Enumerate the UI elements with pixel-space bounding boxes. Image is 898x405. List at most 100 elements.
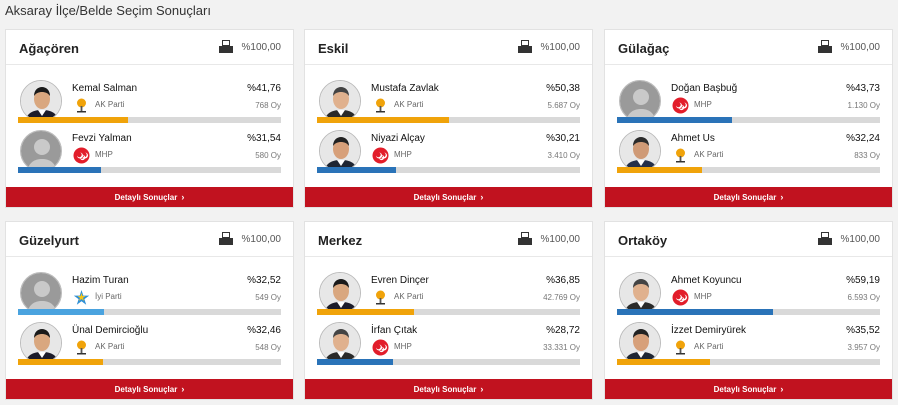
counted-percentage: %100,00: [241, 234, 281, 245]
vote-progress-fill: [317, 167, 397, 173]
party-name: MHP: [95, 150, 113, 159]
ballot-box-icon: [818, 232, 832, 245]
chevron-right-icon: ›: [780, 384, 784, 394]
candidate-avatar: [20, 322, 62, 364]
candidate-avatar: [20, 272, 62, 314]
candidate-row: Ünal Demircioğlu AK Parti %32,46 548 Oy: [6, 318, 293, 368]
chevron-right-icon: ›: [780, 192, 784, 202]
vote-percentage: %32,52: [247, 275, 281, 286]
candidate-name: Ahmet Us: [671, 133, 715, 144]
counted-percentage: %100,00: [840, 42, 880, 53]
candidate-avatar: [619, 130, 661, 172]
ballot-box-icon: [219, 40, 233, 53]
candidate-avatar: [20, 130, 62, 172]
district-name: Gülağaç: [618, 41, 670, 56]
card-header: Ortaköy %100,00: [605, 222, 892, 257]
candidate-row: Fevzi Yalman MHP %31,54 580 Oy: [6, 126, 293, 176]
vote-count: 33.331 Oy: [543, 343, 580, 352]
candidate-avatar: [619, 80, 661, 122]
party-name: MHP: [694, 100, 712, 109]
vote-progress-bar: [317, 117, 580, 123]
candidate-name: Ünal Demircioğlu: [72, 325, 149, 336]
candidate-name: Ahmet Koyuncu: [671, 275, 742, 286]
candidate-name: Fevzi Yalman: [72, 133, 132, 144]
vote-count: 833 Oy: [854, 151, 880, 160]
vote-count: 42.769 Oy: [543, 293, 580, 302]
candidate-name: Doğan Başbuğ: [671, 83, 738, 94]
party-name: AK Parti: [694, 150, 724, 159]
vote-percentage: %50,38: [546, 83, 580, 94]
detailed-results-button[interactable]: Detaylı Sonuçlar ›: [305, 187, 592, 207]
candidate-row: Kemal Salman AK Parti %41,76 768 Oy: [6, 76, 293, 126]
party-logo-icon: [672, 289, 689, 306]
detailed-results-button[interactable]: Detaylı Sonuçlar ›: [605, 187, 892, 207]
vote-percentage: %59,19: [846, 275, 880, 286]
candidate-row: İrfan Çıtak MHP %28,72 33.331 Oy: [305, 318, 592, 368]
candidate-row: İzzet Demiryürek AK Parti %35,52 3.957 O…: [605, 318, 892, 368]
candidate-row: Ahmet Us AK Parti %32,24 833 Oy: [605, 126, 892, 176]
vote-progress-fill: [18, 359, 104, 365]
candidate-name: Kemal Salman: [72, 83, 138, 94]
vote-progress-fill: [317, 117, 450, 123]
candidate-row: Mustafa Zavlak AK Parti %50,38 5.687 Oy: [305, 76, 592, 126]
vote-progress-bar: [617, 167, 880, 173]
district-name: Ağaçören: [19, 41, 79, 56]
vote-progress-bar: [18, 359, 281, 365]
party-logo-icon: [372, 339, 389, 356]
party-name: AK Parti: [394, 292, 424, 301]
vote-progress-bar: [617, 309, 880, 315]
detailed-results-label: Detaylı Sonuçlar: [713, 385, 777, 394]
candidate-row: Hazim Turan İyi Parti %32,52 549 Oy: [6, 268, 293, 318]
counted-percentage: %100,00: [540, 42, 580, 53]
party-name: MHP: [394, 342, 412, 351]
candidate-row: Niyazi Alçay MHP %30,21 3.410 Oy: [305, 126, 592, 176]
vote-percentage: %35,52: [846, 325, 880, 336]
vote-percentage: %32,24: [846, 133, 880, 144]
chevron-right-icon: ›: [181, 192, 185, 202]
card-header: Güzelyurt %100,00: [6, 222, 293, 257]
candidate-avatar: [319, 130, 361, 172]
card-header: Eskil %100,00: [305, 30, 592, 65]
party-logo-icon: [73, 97, 90, 114]
vote-percentage: %36,85: [546, 275, 580, 286]
district-card: Ağaçören %100,00 Kemal Salman AK Parti %…: [5, 29, 294, 208]
vote-progress-fill: [317, 359, 393, 365]
counted-percentage: %100,00: [840, 234, 880, 245]
detailed-results-label: Detaylı Sonuçlar: [114, 193, 178, 202]
candidate-name: Hazim Turan: [72, 275, 129, 286]
chevron-right-icon: ›: [480, 192, 484, 202]
candidate-avatar: [319, 322, 361, 364]
vote-count: 580 Oy: [255, 151, 281, 160]
vote-percentage: %43,73: [846, 83, 880, 94]
vote-progress-fill: [317, 309, 414, 315]
party-logo-icon: [672, 339, 689, 356]
candidate-name: Mustafa Zavlak: [371, 83, 439, 94]
vote-progress-bar: [18, 117, 281, 123]
vote-percentage: %30,21: [546, 133, 580, 144]
vote-progress-fill: [18, 309, 104, 315]
card-header: Gülağaç %100,00: [605, 30, 892, 65]
detailed-results-button[interactable]: Detaylı Sonuçlar ›: [605, 379, 892, 399]
vote-progress-fill: [617, 117, 732, 123]
party-name: AK Parti: [95, 342, 125, 351]
district-name: Güzelyurt: [19, 233, 79, 248]
detailed-results-button[interactable]: Detaylı Sonuçlar ›: [6, 187, 293, 207]
vote-count: 768 Oy: [255, 101, 281, 110]
vote-percentage: %31,54: [247, 133, 281, 144]
party-name: AK Parti: [95, 100, 125, 109]
party-logo-icon: [73, 147, 90, 164]
vote-percentage: %32,46: [247, 325, 281, 336]
detailed-results-button[interactable]: Detaylı Sonuçlar ›: [6, 379, 293, 399]
party-name: MHP: [394, 150, 412, 159]
district-name: Merkez: [318, 233, 363, 248]
detailed-results-label: Detaylı Sonuçlar: [413, 193, 477, 202]
vote-count: 1.130 Oy: [847, 101, 880, 110]
vote-count: 549 Oy: [255, 293, 281, 302]
district-card: Gülağaç %100,00 Doğan Başbuğ MHP %43,73 …: [604, 29, 893, 208]
vote-count: 5.687 Oy: [547, 101, 580, 110]
candidate-name: Niyazi Alçay: [371, 133, 425, 144]
district-card: Güzelyurt %100,00 Hazim Turan İyi Parti …: [5, 221, 294, 400]
vote-percentage: %28,72: [546, 325, 580, 336]
detailed-results-button[interactable]: Detaylı Sonuçlar ›: [305, 379, 592, 399]
card-header: Ağaçören %100,00: [6, 30, 293, 65]
